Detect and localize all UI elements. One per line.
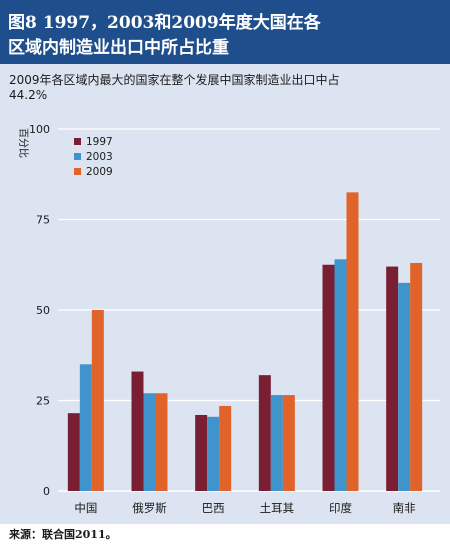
chart-subtitle-line-1: 2009年各区域内最大的国家在整个发展中国家制造业出口中占 <box>9 73 340 87</box>
x-tick-label: 南非 <box>393 501 416 515</box>
bar-1997-俄罗斯 <box>131 371 144 491</box>
bar-1997-印度 <box>322 264 335 491</box>
y-tick-label: 50 <box>36 304 50 317</box>
chart-subtitle-line-2: 44.2% <box>9 88 48 102</box>
bar-2009-南非 <box>410 262 423 491</box>
bar-2009-土耳其 <box>282 395 295 491</box>
y-tick-label: 25 <box>36 395 50 408</box>
bar-1997-巴西 <box>195 414 208 491</box>
bar-2003-土耳其 <box>270 395 283 491</box>
x-tick-label: 土耳其 <box>260 501 295 515</box>
x-tick-label: 巴西 <box>202 501 225 515</box>
legend-swatch-2003 <box>74 153 81 160</box>
x-tick-label: 印度 <box>329 501 352 515</box>
legend-swatch-2009 <box>74 168 81 175</box>
chart-title-line-1: 图8 1997，2003和2009年度大国在各 <box>8 13 321 33</box>
y-tick-label: 100 <box>29 123 50 136</box>
bar-2003-巴西 <box>207 416 220 491</box>
bar-2003-俄罗斯 <box>143 393 156 491</box>
x-tick-label: 中国 <box>74 501 97 515</box>
bar-2003-印度 <box>334 259 347 491</box>
bar-2009-巴西 <box>219 405 232 491</box>
bar-2003-南非 <box>398 282 411 491</box>
x-tick-label: 俄罗斯 <box>132 501 167 515</box>
y-axis-label: 百分比 <box>17 128 29 158</box>
y-tick-label: 75 <box>36 214 50 227</box>
source-note: 来源：联合国2011。 <box>9 528 117 541</box>
chart-title-line-2: 区域内制造业出口中所占比重 <box>8 38 229 58</box>
legend-swatch-1997 <box>74 138 81 145</box>
bar-1997-土耳其 <box>258 375 271 491</box>
legend-label-1997: 1997 <box>86 136 113 148</box>
bar-2009-俄罗斯 <box>155 393 168 491</box>
legend-label-2003: 2003 <box>86 151 113 163</box>
title-band: 图8 1997，2003和2009年度大国在各 区域内制造业出口中所占比重 <box>0 0 450 64</box>
legend-label-2009: 2009 <box>86 166 113 178</box>
y-tick-label: 0 <box>43 485 50 498</box>
bar-2003-中国 <box>79 364 92 491</box>
bar-1997-中国 <box>67 413 80 491</box>
bar-1997-南非 <box>386 266 399 491</box>
bar-2009-印度 <box>346 192 359 491</box>
bar-2009-中国 <box>91 310 104 491</box>
